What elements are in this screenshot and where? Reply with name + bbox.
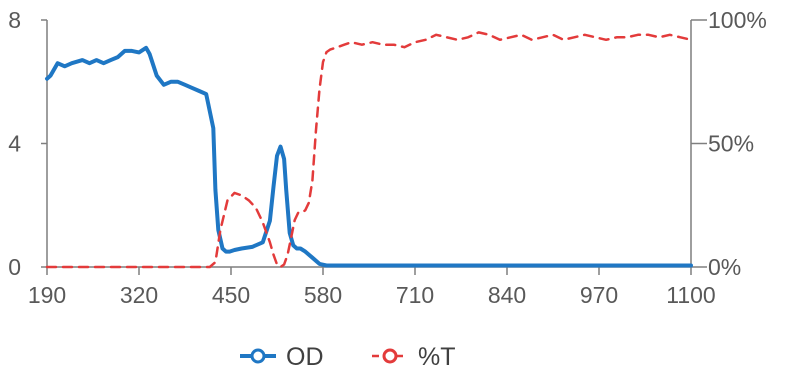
x-tick-label: 1100 [666,282,715,308]
series-line-transmittance [45,31,693,269]
right-y-tick-label: 0% [708,254,741,280]
legend-marker [250,348,266,364]
left-y-tick-label: 4 [8,131,21,157]
legend-label: %T [418,343,456,371]
axes [41,19,707,275]
left-y-tick-label: 8 [8,7,21,33]
legend-item-transmittance[interactable]: %T [372,343,456,371]
legend-marker [382,348,398,364]
right-y-tick-label: 50% [708,131,754,157]
tick-labels: 190 320 450 580 710 840 970 1100 0 4 8 0% 50% 100% [8,7,767,308]
x-tick-label: 190 [28,282,66,308]
series-line-od [45,45,693,268]
x-tick-label: 580 [304,282,342,308]
legend-label: OD [286,343,324,371]
right-y-tick-label: 100% [708,7,767,33]
x-tick-label: 450 [212,282,250,308]
legend-item-od[interactable]: OD [240,343,324,371]
x-tick-label: 320 [120,282,158,308]
left-y-tick-label: 0 [8,254,21,280]
plot-area [45,31,693,269]
x-tick-label: 970 [580,282,618,308]
x-tick-label: 840 [488,282,526,308]
x-tick-label: 710 [396,282,434,308]
legend[interactable]: OD %T [240,343,456,371]
